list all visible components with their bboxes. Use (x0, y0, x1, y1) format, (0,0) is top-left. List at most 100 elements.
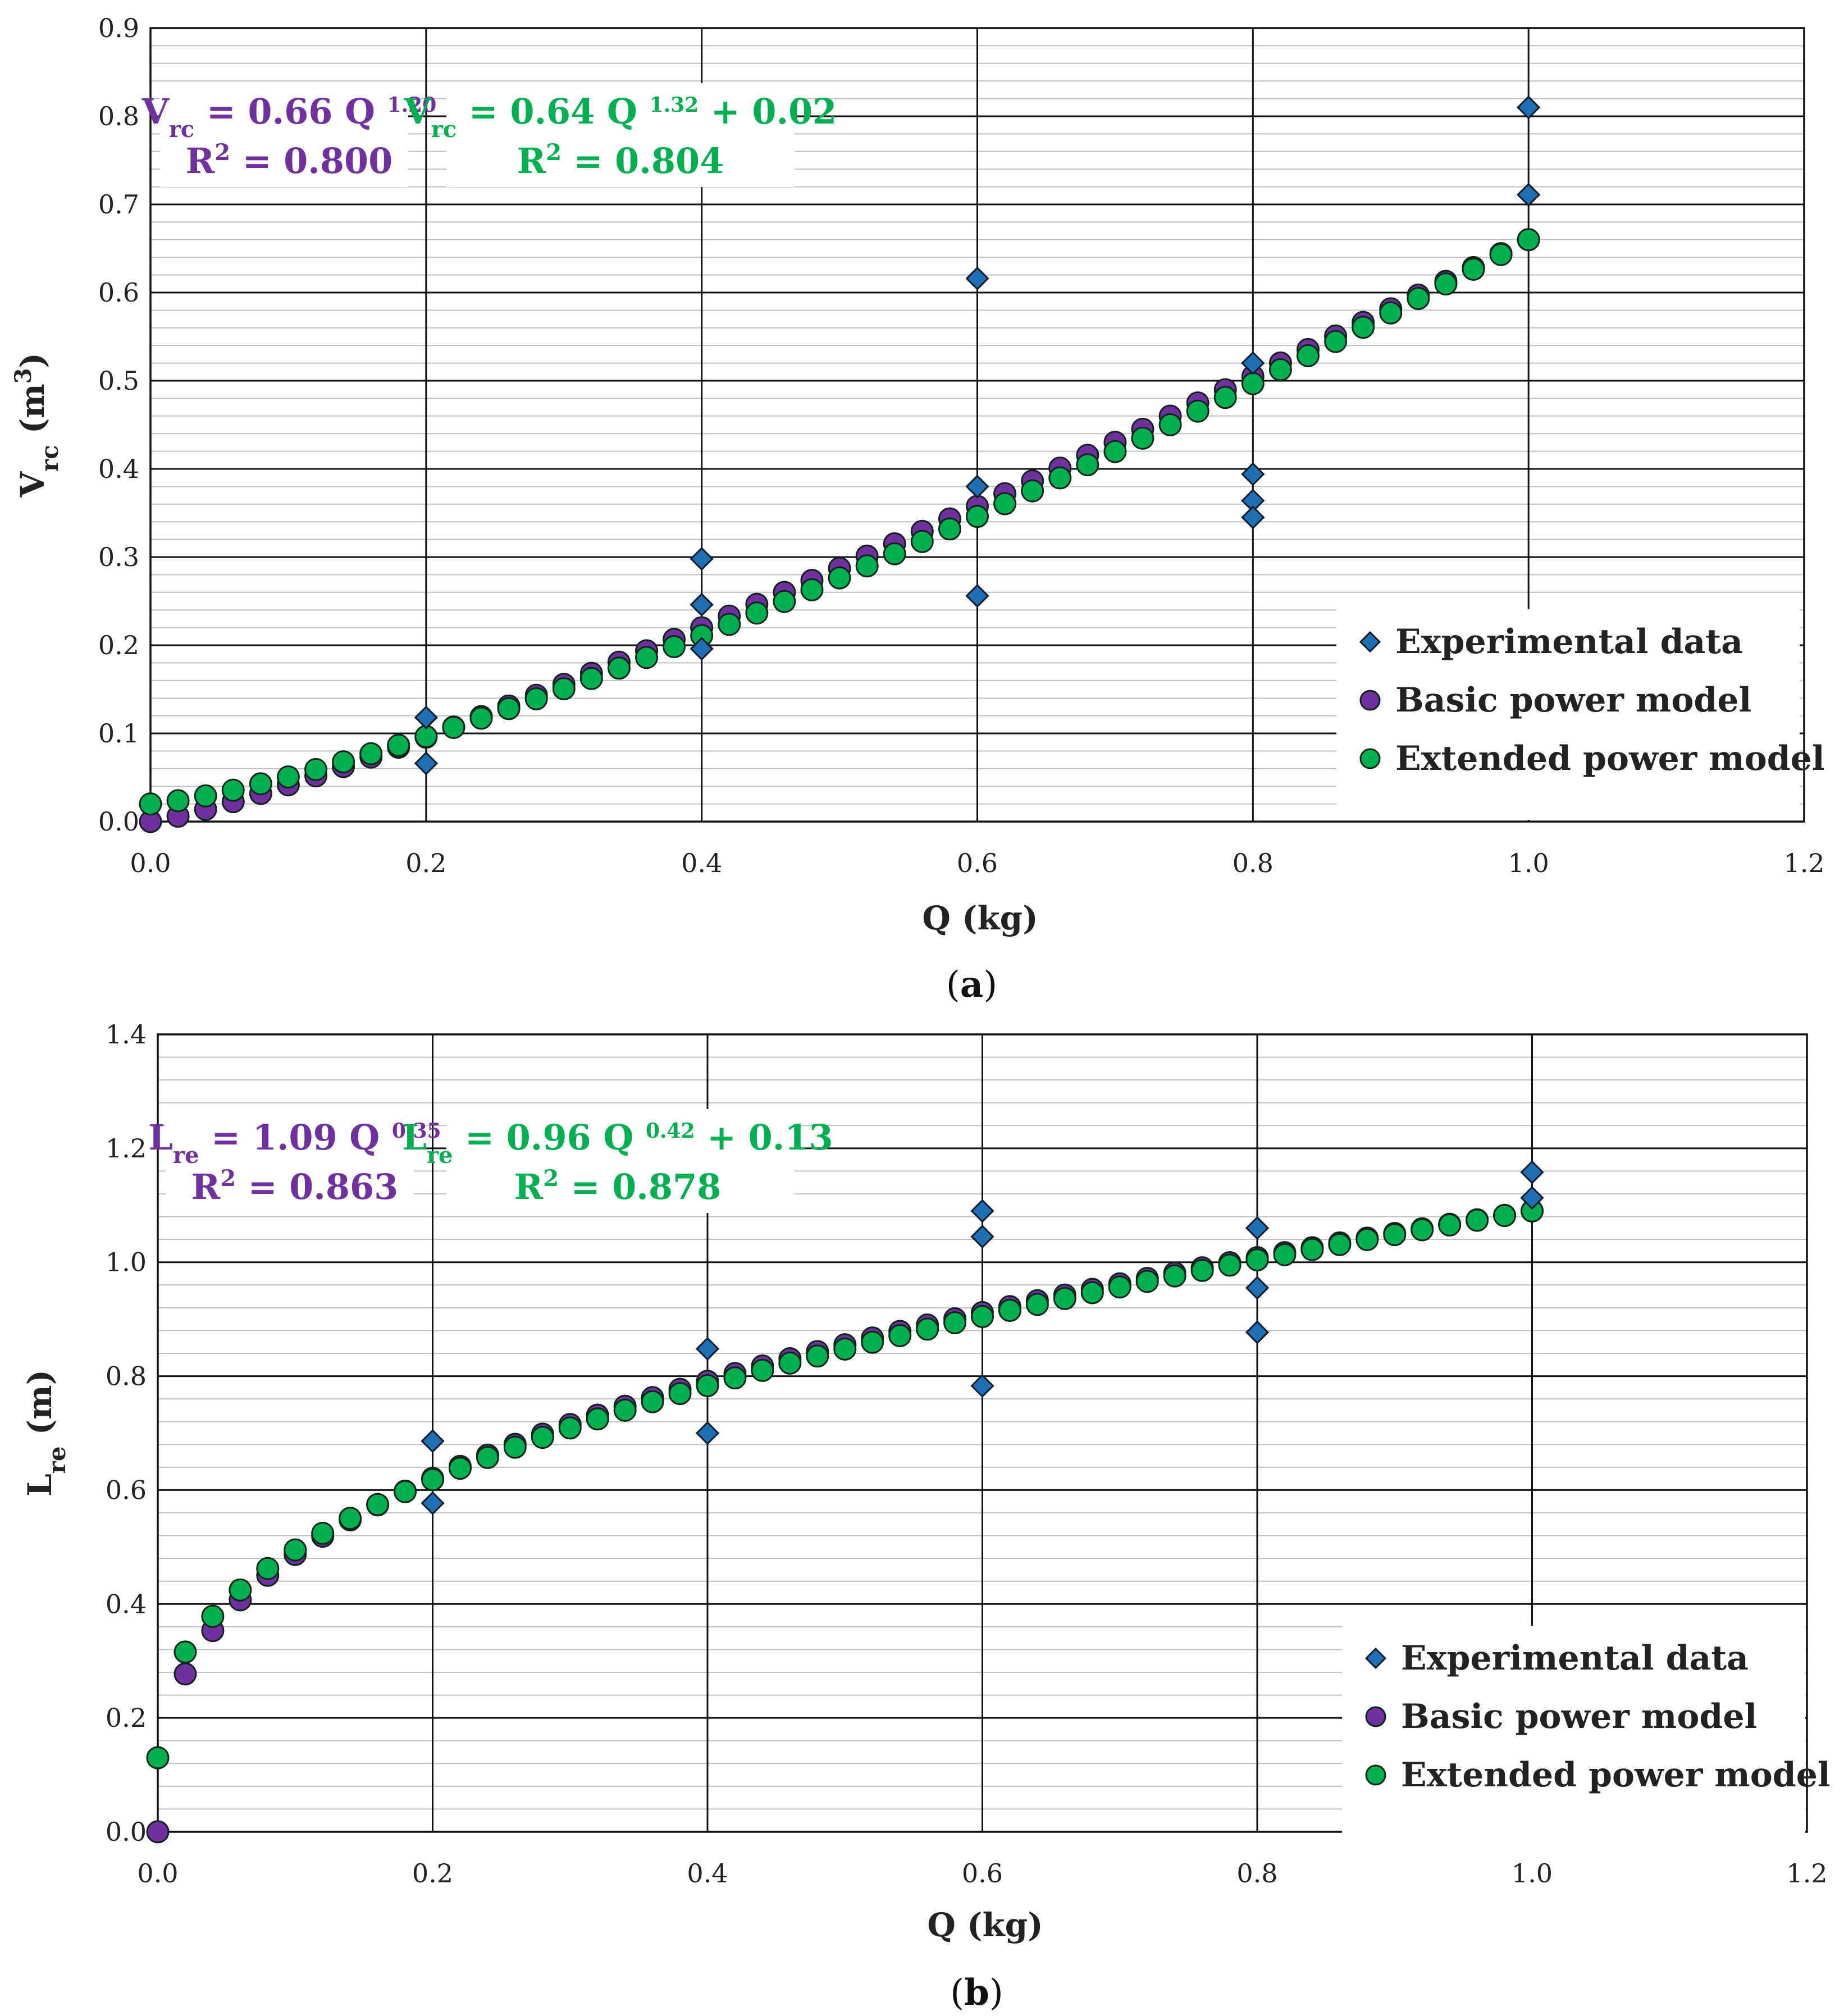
extended-model-point (1273, 1243, 1297, 1266)
y-tick-label: 1.2 (106, 1133, 147, 1164)
extended-model-point (1438, 1213, 1462, 1237)
extended-model-point (469, 706, 493, 730)
x-tick-label: 0.0 (130, 848, 171, 878)
extended-model-point (1186, 399, 1209, 423)
experimental-point (1517, 183, 1541, 207)
extended-model-point (256, 1557, 280, 1580)
extended-model-point (1048, 466, 1072, 490)
extended-model-point (201, 1604, 225, 1628)
experimental-point (1517, 95, 1541, 120)
extended-model-point (194, 784, 217, 808)
legend-label: Extended power model (1401, 1755, 1831, 1795)
equation-formula: Vrc = 0.64 Q 1.32 + 0.02 (404, 91, 837, 143)
legend-item: Basic power model (1359, 681, 1751, 720)
extended-model-point (229, 1578, 252, 1602)
extended-model-point (1190, 1258, 1214, 1282)
x-tick-label: 0.8 (1236, 1858, 1277, 1889)
x-tick-label: 0.2 (412, 1858, 453, 1889)
equation-r-squared: R2 = 0.800 (186, 139, 393, 182)
extended-model-point (558, 1416, 582, 1440)
x-axis-title: Q (kg) (927, 1906, 1043, 1944)
plot-area-border (157, 1033, 1808, 1833)
series-experimental-data (421, 1160, 1544, 1515)
extended-model-point (1383, 1223, 1407, 1247)
legend-item: Experimental data (1364, 1639, 1749, 1678)
experimental-point (1520, 1160, 1544, 1184)
extended-model-point (1466, 1208, 1489, 1232)
y-tick-label: 0.0 (106, 1817, 147, 1847)
x-tick-label: 0.8 (1233, 848, 1274, 878)
x-tick-label: 0.6 (957, 848, 998, 878)
y-axis-title: Lre (m) (21, 1370, 71, 1497)
legend-label: Extended power model (1395, 739, 1825, 778)
equation-r-squared: R2 = 0.863 (191, 1165, 399, 1208)
extended-model-point (751, 1358, 774, 1382)
experimental-point (1245, 1216, 1270, 1240)
extended-model-point (1163, 1264, 1186, 1288)
extended-model-point (387, 733, 410, 757)
extended-model-point (1103, 440, 1127, 463)
extended-model-point (855, 554, 879, 578)
extended-model-point (943, 1311, 967, 1335)
extended-model-point (1297, 344, 1320, 367)
experimental-point (965, 266, 989, 291)
panel-caption: (a) (946, 964, 997, 1006)
experimental-point (695, 1421, 720, 1445)
experimental-point (414, 751, 438, 776)
extended-model-point (641, 1390, 664, 1413)
experimental-point (421, 1491, 445, 1515)
experimental-point (970, 1199, 994, 1223)
extended-model-point (910, 530, 934, 553)
legend: Experimental data Basic power model Extend… (1342, 1626, 1831, 1833)
y-tick-label: 0.8 (98, 101, 139, 131)
legend-item: Experimental data (1359, 622, 1743, 662)
extended-model-point (552, 677, 576, 701)
extended-model-point (394, 1480, 417, 1503)
extended-model-point (1053, 1287, 1076, 1310)
legend-item: Extended power model (1365, 1755, 1831, 1795)
experimental-point (421, 1429, 445, 1453)
extended-model-point (1076, 453, 1099, 477)
y-axis-title: Vrc (m3) (10, 353, 63, 498)
extended-model-point (497, 697, 521, 720)
extended-model-point (476, 1445, 499, 1469)
legend-label: Experimental data (1395, 622, 1743, 662)
chart-panel-b: 0.0 0.2 0.4 0.6 0.8 1.0 1.2 1.4 0.0 0.2 0.4 0.6 0.8 1… (21, 1019, 1831, 2014)
x-tick-label: 0.4 (687, 1858, 728, 1889)
y-tick-label: 0.3 (98, 542, 139, 572)
legend-label: Experimental data (1401, 1639, 1749, 1678)
y-tick-label: 0.4 (98, 454, 139, 484)
experimental-point (965, 583, 989, 608)
experimental-point (690, 637, 714, 661)
extended-model-point (993, 492, 1017, 516)
y-tick-label: 0.8 (106, 1361, 147, 1392)
legend: Experimental data Basic power model Extend… (1336, 609, 1825, 820)
extended-model-point (916, 1317, 939, 1341)
experimental-point (1520, 1185, 1544, 1210)
extended-model-point (613, 1398, 637, 1422)
y-tick-label: 0.6 (106, 1475, 147, 1505)
extended-model-point (861, 1330, 884, 1354)
y-tick-label: 0.5 (98, 366, 139, 396)
extended-model-point (745, 601, 769, 625)
extended-model-point (311, 1521, 335, 1545)
experimental-point (970, 1224, 994, 1249)
extended-model-point (1158, 413, 1182, 436)
extended-model-point (718, 613, 741, 636)
extended-model-point (998, 1299, 1021, 1322)
y-tick-label: 1.4 (106, 1019, 147, 1050)
series-extended-power-model (146, 1199, 1544, 1769)
extended-model-point (800, 578, 824, 601)
equation-r-squared: R2 = 0.804 (517, 139, 724, 182)
extended-model-point (1213, 386, 1237, 409)
extended-model-point (806, 1344, 829, 1368)
extended-model-point (1462, 258, 1485, 281)
extended-model-point (888, 1324, 912, 1347)
extended-model-point (421, 1468, 444, 1492)
legend-marker-basic (1365, 1706, 1386, 1727)
extended-model-point (883, 542, 906, 565)
extended-model-point (1021, 479, 1044, 503)
extended-model-point (249, 772, 272, 796)
